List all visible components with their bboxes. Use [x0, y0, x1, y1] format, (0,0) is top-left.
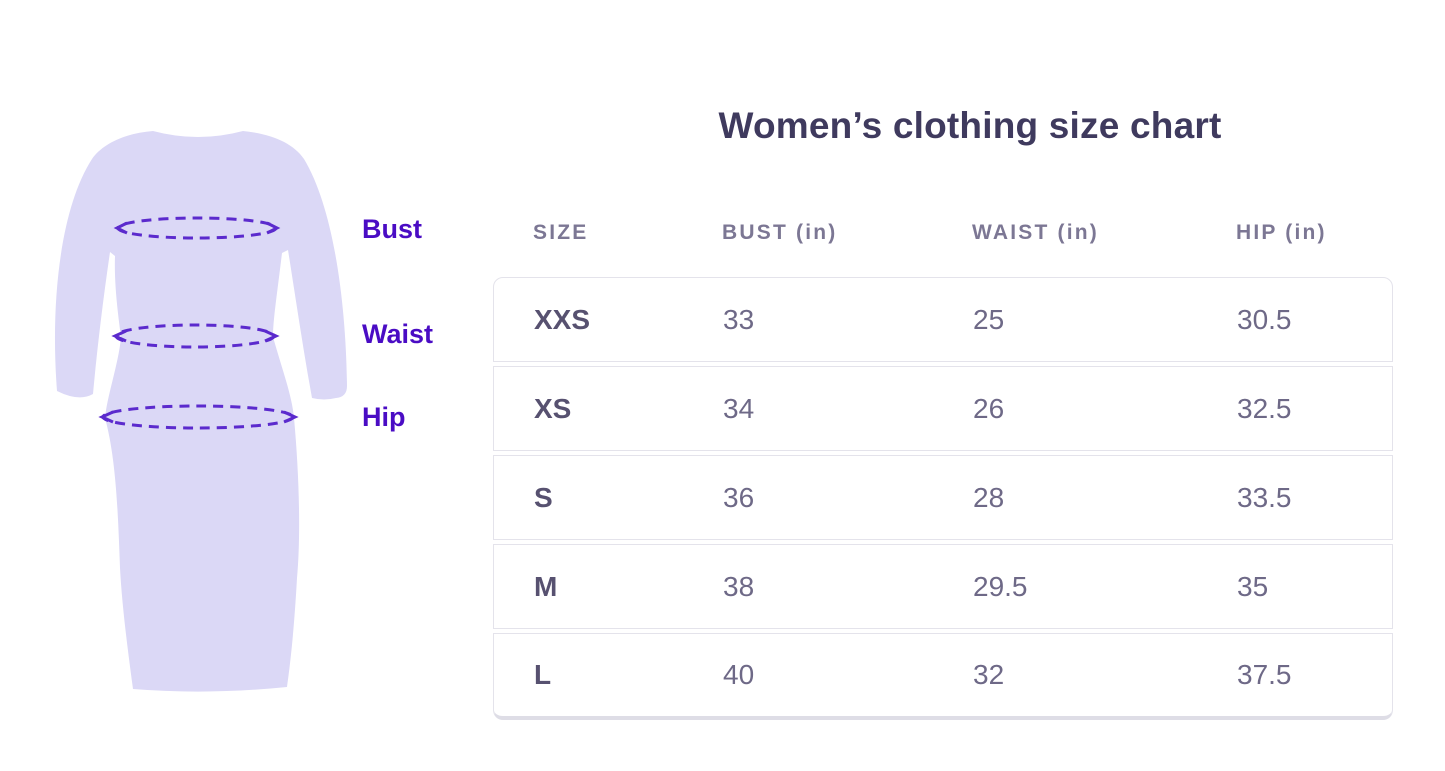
column-header-hip: HIP (in) [1236, 221, 1327, 244]
table-row-xs: XS 34 26 32.5 [493, 366, 1393, 451]
waist-cell: 25 [973, 303, 1005, 335]
size-table-body: XXS 33 25 30.5 XS 34 26 32.5 S 36 28 33.… [493, 277, 1393, 720]
bust-cell: 33 [723, 303, 755, 335]
bust-cell: 36 [723, 481, 755, 513]
waist-label: Waist [362, 319, 434, 349]
dress-illustration [54, 131, 347, 692]
size-cell: M [534, 570, 558, 602]
measurement-arrowheads [98, 221, 299, 424]
bust-cell: 38 [723, 570, 755, 602]
bust-label: Bust [362, 214, 422, 244]
page-title: Women’s clothing size chart [718, 105, 1222, 146]
waist-cell: 26 [973, 392, 1005, 424]
column-header-waist: WAIST (in) [972, 221, 1099, 244]
hip-cell: 30.5 [1237, 303, 1292, 335]
size-cell: XXS [534, 303, 591, 335]
table-row-l: L 40 32 37.5 [493, 633, 1393, 720]
size-cell: S [534, 481, 553, 513]
hip-label: Hip [362, 402, 406, 432]
column-header-size: SIZE [533, 221, 589, 244]
size-cell: L [534, 659, 552, 690]
hip-cell: 32.5 [1237, 392, 1292, 424]
size-cell: XS [534, 392, 572, 424]
bust-cell: 40 [723, 659, 755, 690]
table-row-s: S 36 28 33.5 [493, 455, 1393, 540]
table-row-m: M 38 29.5 35 [493, 544, 1393, 629]
dress-silhouette [54, 131, 347, 692]
waist-cell: 29.5 [973, 570, 1028, 602]
table-row-xxs: XXS 33 25 30.5 [493, 277, 1393, 362]
waist-cell: 32 [973, 659, 1005, 690]
hip-cell: 33.5 [1237, 481, 1292, 513]
column-header-bust: BUST (in) [722, 221, 838, 244]
bust-cell: 34 [723, 392, 755, 424]
hip-cell: 37.5 [1237, 659, 1292, 690]
hip-cell: 35 [1237, 570, 1269, 602]
waist-cell: 28 [973, 481, 1005, 513]
size-table-header: SIZE BUST (in) WAIST (in) HIP (in) [493, 210, 1393, 256]
